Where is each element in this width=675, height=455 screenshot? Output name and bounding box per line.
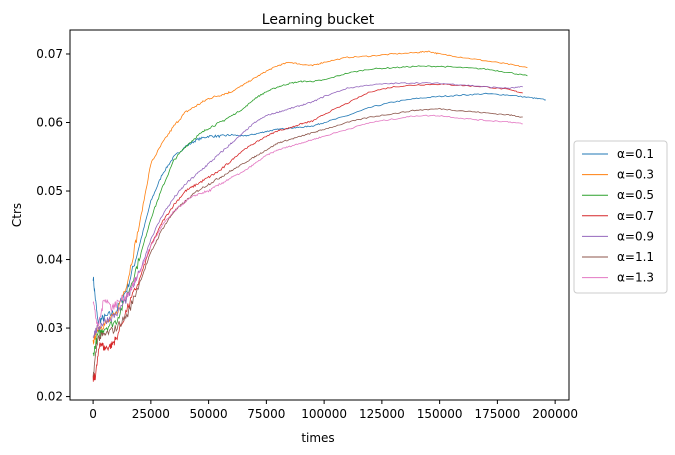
legend-label: α=0.9 xyxy=(617,229,654,243)
x-tick-label: 100000 xyxy=(301,407,347,421)
x-tick-label: 25000 xyxy=(132,407,170,421)
series-line-0 xyxy=(92,92,546,325)
y-tick-label: 0.04 xyxy=(36,253,63,267)
legend-box xyxy=(573,140,668,294)
series-line-5 xyxy=(92,107,523,377)
y-tick-label: 0.06 xyxy=(36,116,63,130)
legend: α=0.1 α=0.3 α=0.5 α=0.7 α=0.9 α=1.1 α=1.3 xyxy=(573,140,668,294)
series-line-6 xyxy=(92,114,523,327)
legend-label: α=0.1 xyxy=(617,147,654,161)
legend-label: α=1.1 xyxy=(617,250,654,264)
x-tick-label: 150000 xyxy=(417,407,463,421)
y-tick-label: 0.03 xyxy=(36,321,63,335)
x-tick-label: 50000 xyxy=(190,407,228,421)
series-line-1 xyxy=(92,50,528,346)
legend-label: α=1.3 xyxy=(617,271,654,285)
chart-title: Learning bucket xyxy=(262,12,375,28)
x-tick-label: 125000 xyxy=(359,407,405,421)
x-axis: 0 25000 50000 75000 100000 125000 150000 175000… xyxy=(89,400,578,421)
y-tick-label: 0.02 xyxy=(36,390,63,404)
series-layer xyxy=(92,50,546,382)
y-tick-label: 0.07 xyxy=(36,47,63,61)
y-axis-label: Ctrs xyxy=(10,203,24,227)
x-tick-label: 75000 xyxy=(247,407,285,421)
y-tick-label: 0.05 xyxy=(36,184,63,198)
plot-frame xyxy=(69,29,570,401)
y-axis: 0.02 0.03 0.04 0.05 0.06 0.07 xyxy=(36,47,70,404)
series-line-2 xyxy=(92,65,528,357)
legend-label: α=0.7 xyxy=(617,209,654,223)
x-tick-label: 0 xyxy=(89,407,97,421)
x-tick-label: 200000 xyxy=(532,407,578,421)
legend-label: α=0.5 xyxy=(617,188,654,202)
legend-label: α=0.3 xyxy=(617,168,654,182)
x-axis-label: times xyxy=(301,431,334,445)
x-tick-label: 175000 xyxy=(474,407,520,421)
